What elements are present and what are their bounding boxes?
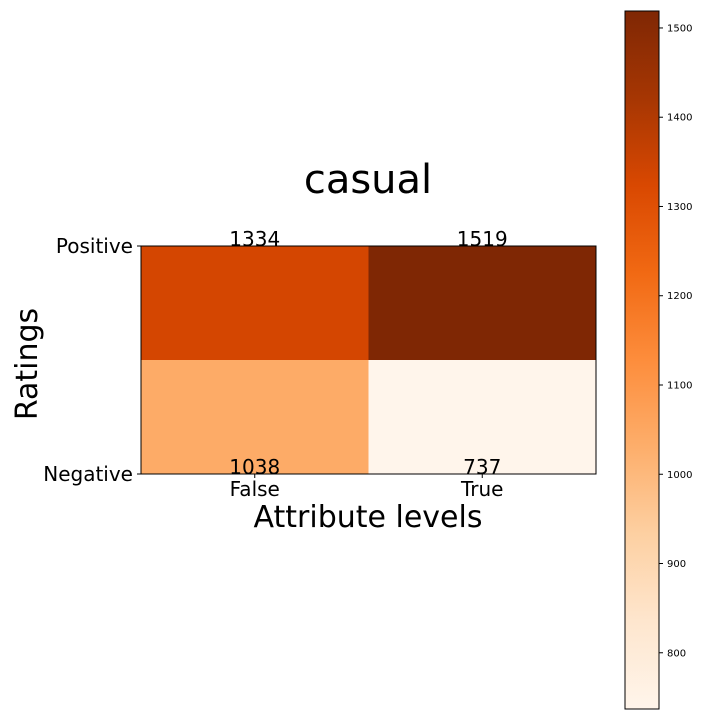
x-tick-label: False: [230, 477, 280, 501]
cell-value-label: 1334: [229, 227, 280, 251]
y-axis-label: Ratings: [10, 308, 45, 420]
colorbar-tick-label: 1100: [667, 380, 692, 391]
colorbar-tick-label: 1300: [667, 202, 692, 213]
colorbar-tick-label: 1400: [667, 113, 692, 124]
y-tick-label: Positive: [56, 234, 133, 258]
heatmap-cells: [141, 246, 596, 474]
heatmap-cell: [141, 246, 369, 360]
cell-value-label: 1519: [457, 227, 508, 251]
heatmap-cell: [368, 246, 596, 360]
colorbar-ticks: 800 900 1000 1100 1200 1300 1400 1500: [659, 23, 692, 659]
x-axis-label: Attribute levels: [254, 500, 483, 535]
plot-frame: [140, 245, 597, 475]
colorbar-tick-label: 900: [667, 559, 686, 570]
x-tick-label: True: [460, 477, 503, 501]
colorbar-tick-label: 1000: [667, 470, 692, 481]
heatmap-cell: [368, 360, 596, 474]
y-axis: Positive Negative: [43, 234, 141, 486]
colorbar: 800 900 1000 1100 1200 1300 1400 1500: [624, 10, 692, 710]
colorbar-tick-label: 800: [667, 648, 686, 659]
colorbar-gradient: [624, 10, 660, 710]
colorbar-tick-label: 1500: [667, 23, 692, 34]
x-axis: False True: [230, 474, 503, 501]
chart-title: casual: [304, 157, 432, 203]
y-tick-label: Negative: [43, 462, 133, 486]
colorbar-tick-label: 1200: [667, 291, 692, 302]
heatmap-cell: [141, 360, 369, 474]
